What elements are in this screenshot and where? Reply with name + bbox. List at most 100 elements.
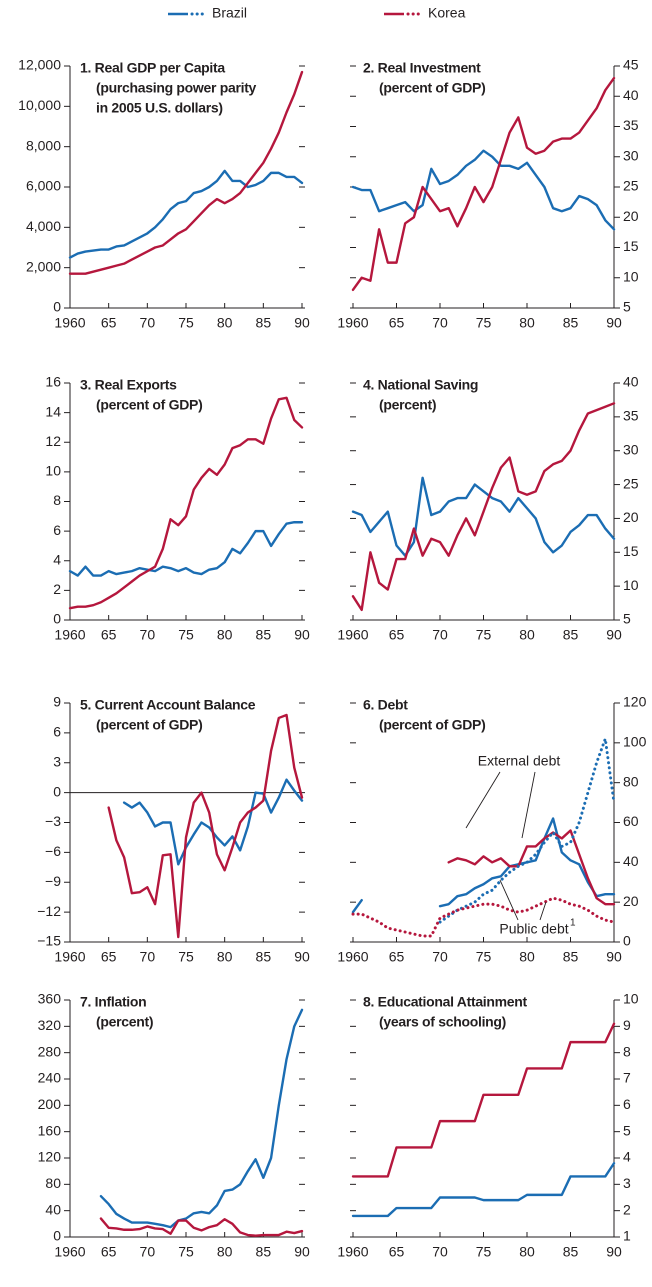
y-tick-label: 9 [623, 1017, 631, 1033]
x-tick-label: 70 [140, 315, 156, 331]
y-tick-label: 3 [53, 753, 61, 769]
x-tick-label: 80 [519, 949, 535, 965]
x-tick-label: 85 [563, 627, 579, 643]
y-tick-label: 12,000 [18, 57, 61, 73]
y-tick-label: 2 [623, 1201, 631, 1217]
line-series [351, 76, 616, 292]
y-tick-label: 200 [38, 1096, 62, 1112]
panel-title: 5. Current Account Balance [80, 697, 256, 713]
x-tick-label: 80 [519, 315, 535, 331]
y-tick-label: 25 [623, 475, 639, 491]
panel-subtitle: (percent of GDP) [379, 717, 485, 733]
y-tick-label: 2 [53, 581, 61, 597]
y-tick-label: 0 [53, 299, 61, 315]
y-tick-label: 4 [623, 1149, 631, 1165]
x-tick-label: 65 [101, 1244, 117, 1260]
x-tick-label: 70 [140, 949, 156, 965]
x-tick-label: 85 [563, 949, 579, 965]
line-series [351, 149, 616, 231]
y-tick-label: 15 [623, 543, 639, 559]
y-tick-label: 80 [623, 773, 639, 789]
y-tick-label: 3 [623, 1175, 631, 1191]
x-tick-label: 90 [606, 1244, 622, 1260]
legend-label: Brazil [212, 5, 247, 21]
panel: 0 20 40 60 80 100 120 1960 65 70 75 80 85 90 6. Debt (p… [337, 694, 646, 965]
y-tick-label: 320 [38, 1017, 62, 1033]
y-tick-label: 40 [623, 87, 639, 103]
y-tick-label: −6 [45, 843, 61, 859]
x-tick-label: 70 [140, 1244, 156, 1260]
panel-subtitle: (percent) [96, 1014, 153, 1030]
y-tick-label: 0 [623, 933, 631, 949]
x-tick-label: 75 [476, 1244, 492, 1260]
x-tick-label: 65 [389, 315, 405, 331]
panel-subtitle: in 2005 U.S. dollars) [96, 100, 223, 116]
line-series [351, 476, 616, 557]
y-tick-label: 240 [38, 1070, 62, 1086]
x-tick-label: 1960 [337, 315, 368, 331]
y-tick-label: 7 [623, 1070, 631, 1086]
y-tick-label: 16 [45, 374, 61, 390]
y-tick-label: 40 [623, 853, 639, 869]
x-tick-label: 90 [294, 627, 310, 643]
y-tick-label: 20 [623, 509, 639, 525]
y-tick-label: 9 [53, 694, 61, 710]
y-tick-label: 4 [53, 551, 61, 567]
x-tick-label: 85 [563, 1244, 579, 1260]
x-tick-label: 65 [389, 627, 405, 643]
y-tick-label: 60 [623, 813, 639, 829]
x-tick-label: 65 [389, 949, 405, 965]
line-series [351, 1162, 616, 1218]
x-tick-label: 1960 [337, 949, 368, 965]
x-tick-label: 90 [294, 949, 310, 965]
panel-title: 2. Real Investment [363, 60, 481, 76]
x-tick-label: 70 [432, 949, 448, 965]
panel: 0 2 4 6 8 10 12 14 16 1960 65 70 75 80 85 90 3. Real Exp… [45, 374, 310, 643]
x-tick-label: 80 [217, 949, 233, 965]
x-tick-label: 80 [217, 315, 233, 331]
panel-title: 4. National Saving [363, 377, 478, 393]
y-tick-label: 20 [623, 208, 639, 224]
x-tick-label: 85 [256, 627, 272, 643]
y-tick-label: 35 [623, 117, 639, 133]
x-tick-label: 80 [217, 627, 233, 643]
panel-title: 6. Debt [363, 697, 408, 713]
x-tick-label: 1960 [54, 1244, 85, 1260]
line-series [438, 737, 616, 924]
x-tick-label: 65 [101, 949, 117, 965]
x-tick-label: 75 [178, 315, 194, 331]
panel-title: 3. Real Exports [80, 377, 177, 393]
y-tick-label: 30 [623, 441, 639, 457]
panel-subtitle: (percent) [379, 397, 436, 413]
y-tick-label: 40 [45, 1201, 61, 1217]
y-tick-label: 120 [623, 694, 647, 710]
x-tick-label: 1960 [54, 627, 85, 643]
y-tick-label: 160 [38, 1122, 62, 1138]
x-tick-label: 65 [101, 627, 117, 643]
y-tick-label: 5 [623, 1122, 631, 1138]
line-series [351, 402, 616, 612]
line-series [68, 70, 304, 275]
x-tick-label: 1960 [54, 315, 85, 331]
y-tick-label: 10 [623, 268, 639, 284]
y-tick-label: −12 [37, 903, 61, 919]
line-series [68, 521, 304, 577]
x-tick-label: 70 [432, 627, 448, 643]
x-tick-label: 80 [519, 1244, 535, 1260]
leader-line [539, 901, 547, 921]
x-tick-label: 70 [432, 315, 448, 331]
y-tick-label: 1 [623, 1228, 631, 1244]
y-tick-label: 14 [45, 403, 61, 419]
y-tick-label: 5 [623, 611, 631, 627]
panel-subtitle: (percent of GDP) [96, 397, 202, 413]
x-tick-label: 75 [476, 949, 492, 965]
y-tick-label: 5 [623, 299, 631, 315]
y-tick-label: 35 [623, 408, 639, 424]
y-tick-label: −3 [45, 813, 61, 829]
y-tick-label: 360 [38, 991, 62, 1007]
x-tick-label: 65 [101, 315, 117, 331]
y-tick-label: 0 [53, 1228, 61, 1244]
panel-subtitle: (years of schooling) [379, 1014, 506, 1030]
panel-title: 7. Inflation [80, 994, 146, 1010]
